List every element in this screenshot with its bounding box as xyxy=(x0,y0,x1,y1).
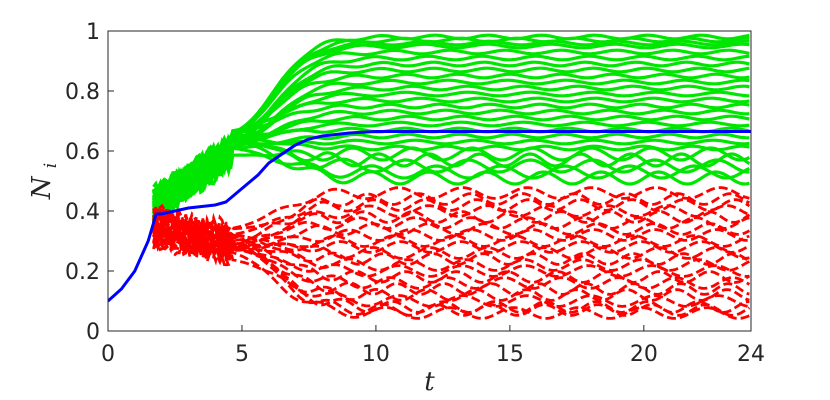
x-ticks: 0 5 10 15 20 24 xyxy=(101,325,765,367)
red-series-line xyxy=(152,217,751,290)
y-tick-label: 0.6 xyxy=(65,140,100,165)
plot-area xyxy=(108,33,751,320)
red-series-line xyxy=(152,219,750,320)
red-series-line xyxy=(152,186,750,238)
green-series-line xyxy=(151,60,750,223)
mean-series-line xyxy=(108,130,751,303)
y-ticks: 0 0.2 0.4 0.6 0.8 1 xyxy=(65,20,114,345)
y-tick-label: 0.2 xyxy=(65,260,100,285)
red-series-line xyxy=(152,211,751,284)
red-series-line xyxy=(152,198,751,249)
red-series-line xyxy=(152,208,751,317)
y-tick-label: 0.4 xyxy=(65,200,100,225)
y-axis-label: N i xyxy=(27,163,61,200)
green-series-line xyxy=(152,96,750,205)
y-tick-label: 0 xyxy=(86,320,100,345)
y-axis-label-subscript: i xyxy=(41,163,61,168)
y-axis-label-main: N xyxy=(27,175,57,200)
x-tick-label: 15 xyxy=(496,342,524,367)
green-series-line xyxy=(151,146,751,229)
y-tick-label: 0.8 xyxy=(65,80,100,105)
x-axis-label: t xyxy=(424,367,435,397)
green-series-line xyxy=(152,135,750,199)
red-series-line xyxy=(152,206,751,243)
red-series-line xyxy=(152,229,750,260)
green-series-line xyxy=(152,48,750,205)
green-series-line xyxy=(151,102,750,205)
red-series-line xyxy=(152,206,750,272)
y-tick-label: 1 xyxy=(86,20,100,45)
plot-frame xyxy=(107,30,752,332)
x-tick-label: 10 xyxy=(362,342,390,367)
red-series-line xyxy=(152,219,751,257)
x-tick-label: 0 xyxy=(101,342,115,367)
green-series-line xyxy=(152,134,750,198)
red-series-line xyxy=(152,231,750,302)
x-tick-label: 24 xyxy=(737,342,765,367)
x-tick-label: 5 xyxy=(235,342,249,367)
x-tick-label: 20 xyxy=(630,342,658,367)
